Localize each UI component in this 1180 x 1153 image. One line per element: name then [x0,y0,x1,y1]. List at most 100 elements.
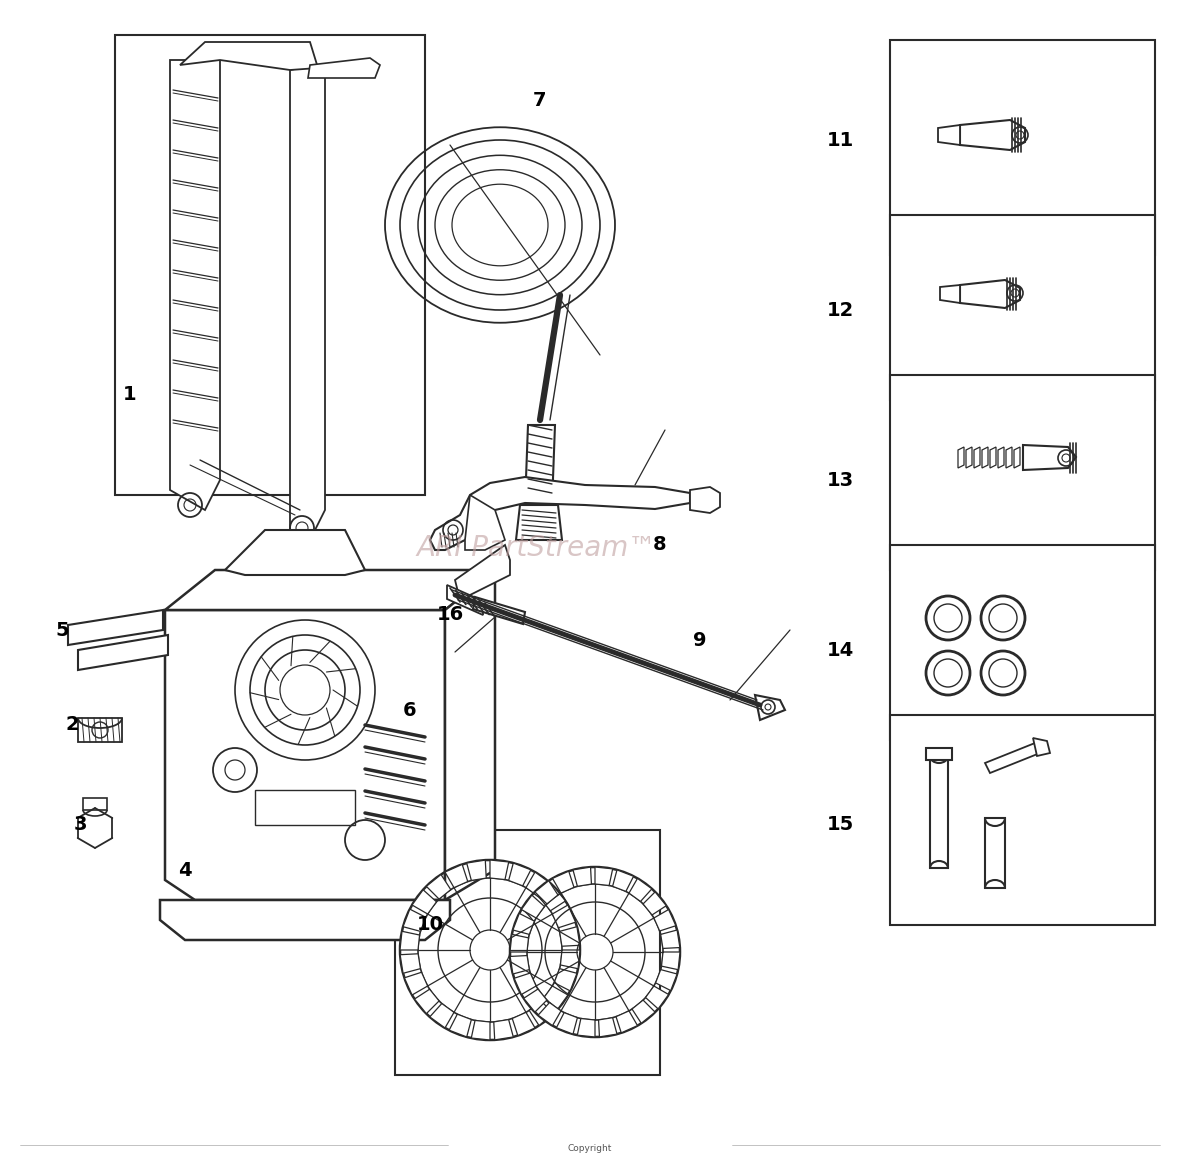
Text: 3: 3 [73,815,87,835]
Polygon shape [654,910,676,930]
Bar [890,214,1155,400]
Polygon shape [985,817,1005,888]
Polygon shape [940,285,961,303]
Polygon shape [926,748,952,760]
Polygon shape [559,927,579,947]
Polygon shape [938,125,961,145]
Text: 5: 5 [55,620,68,640]
Polygon shape [998,447,1004,468]
Polygon shape [552,872,573,894]
Polygon shape [513,913,535,934]
Polygon shape [400,954,420,973]
Bar [890,40,1155,255]
Polygon shape [662,952,680,970]
Polygon shape [290,65,324,540]
Text: 4: 4 [178,860,192,880]
Polygon shape [656,970,677,990]
Polygon shape [525,425,555,505]
Polygon shape [471,1020,490,1040]
Bar [890,715,1155,925]
Bar [890,375,1155,570]
Polygon shape [645,986,669,1009]
Polygon shape [404,910,426,932]
Text: 8: 8 [654,535,667,555]
Polygon shape [512,1012,535,1035]
Polygon shape [68,610,163,645]
Polygon shape [510,934,529,952]
Polygon shape [961,280,1020,308]
Polygon shape [535,881,558,904]
Polygon shape [83,798,107,811]
Polygon shape [473,597,525,624]
Polygon shape [526,872,550,897]
Polygon shape [308,58,380,78]
Polygon shape [465,495,505,550]
Polygon shape [490,860,509,880]
Polygon shape [690,487,720,513]
Polygon shape [450,1015,471,1037]
Polygon shape [524,989,546,1012]
Text: 16: 16 [437,605,464,625]
Polygon shape [493,1019,513,1040]
Text: Copyright
Page design (c) 2004 - 2016 by ARI Network Services, Inc.: Copyright Page design (c) 2004 - 2016 by… [459,1144,721,1153]
Polygon shape [966,447,972,468]
Polygon shape [560,950,581,969]
Polygon shape [555,969,577,990]
Polygon shape [552,905,576,928]
Polygon shape [445,570,494,900]
Polygon shape [1007,447,1012,468]
Polygon shape [529,1001,553,1025]
Polygon shape [643,892,667,915]
Polygon shape [414,989,439,1013]
Polygon shape [447,585,483,615]
Bar [890,545,1155,740]
Polygon shape [632,1000,655,1023]
Polygon shape [160,900,450,940]
Polygon shape [755,695,785,719]
Polygon shape [930,756,948,868]
Polygon shape [961,120,1025,150]
Polygon shape [78,718,122,743]
Polygon shape [661,930,680,949]
Polygon shape [467,860,486,881]
Polygon shape [958,447,964,468]
Polygon shape [577,1018,595,1037]
Polygon shape [629,879,651,902]
Polygon shape [181,42,317,70]
Text: 9: 9 [694,631,707,649]
Polygon shape [426,874,451,899]
Polygon shape [595,867,612,886]
Bar [395,830,660,1075]
Polygon shape [400,932,420,950]
Text: ARI PartStream™: ARI PartStream™ [417,534,657,562]
Text: 1: 1 [123,385,137,405]
Polygon shape [1014,447,1020,468]
Text: 14: 14 [826,641,853,660]
Polygon shape [540,887,565,911]
Text: 15: 15 [826,815,853,835]
Text: 11: 11 [826,130,853,150]
Bar [255,790,355,826]
Polygon shape [78,635,168,670]
Text: 13: 13 [826,470,853,490]
Polygon shape [455,545,510,600]
Polygon shape [445,865,467,888]
Polygon shape [974,447,981,468]
Polygon shape [430,1003,454,1028]
Polygon shape [170,60,219,510]
Polygon shape [612,869,634,891]
Polygon shape [165,610,445,900]
Polygon shape [990,447,996,468]
Polygon shape [412,890,437,914]
Bar [114,35,425,495]
Polygon shape [538,1003,560,1026]
Polygon shape [514,973,536,995]
Polygon shape [165,570,494,610]
Polygon shape [510,956,530,974]
Polygon shape [544,986,568,1010]
Polygon shape [405,972,427,995]
Polygon shape [1032,738,1050,756]
Polygon shape [573,867,591,887]
Polygon shape [598,1018,617,1037]
Polygon shape [522,895,544,918]
